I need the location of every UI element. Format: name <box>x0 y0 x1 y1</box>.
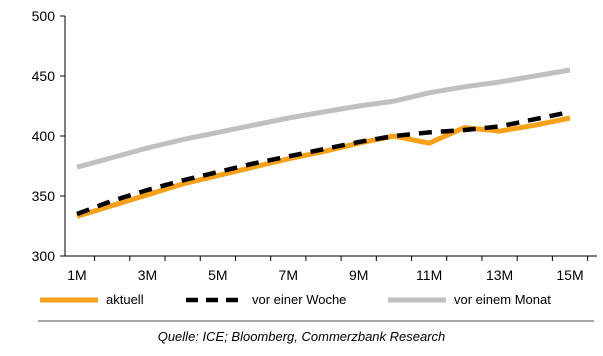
y-axis-ticks: 300 350 400 450 500 <box>32 8 65 264</box>
x-tick-label: 7M <box>279 267 298 283</box>
x-tick-label: 1M <box>67 267 86 283</box>
y-tick-label: 500 <box>32 8 56 24</box>
x-axis-ticks: 1M 3M 5M 7M 9M 11M 13M 15M <box>67 256 589 283</box>
series-lines <box>76 67 571 219</box>
y-tick-label: 350 <box>32 188 56 204</box>
y-tick-label: 450 <box>32 68 56 84</box>
series-line-0 <box>76 115 571 219</box>
x-tick-label: 11M <box>416 267 442 283</box>
source-note: Quelle: ICE; Bloomberg, Commerzbank Rese… <box>157 329 446 344</box>
legend-label: vor einem Monat <box>454 292 551 307</box>
x-tick-label: 9M <box>349 267 368 283</box>
legend-label: vor einer Woche <box>252 292 346 307</box>
y-tick-label: 300 <box>32 248 56 264</box>
x-tick-label: 15M <box>556 267 583 283</box>
series-line-1 <box>76 109 571 217</box>
x-tick-label: 3M <box>138 267 157 283</box>
x-tick-label: 13M <box>486 267 513 283</box>
series-line-2 <box>76 67 571 170</box>
line-chart: 300 350 400 450 500 1M 3M 5M 7M 9M 11M 13M 15M aktu… <box>32 8 597 322</box>
legend: aktuell vor einer Woche vor einem Monat <box>40 292 551 307</box>
x-tick-label: 5M <box>208 267 227 283</box>
y-tick-label: 400 <box>32 128 56 144</box>
legend-label: aktuell <box>106 292 144 307</box>
